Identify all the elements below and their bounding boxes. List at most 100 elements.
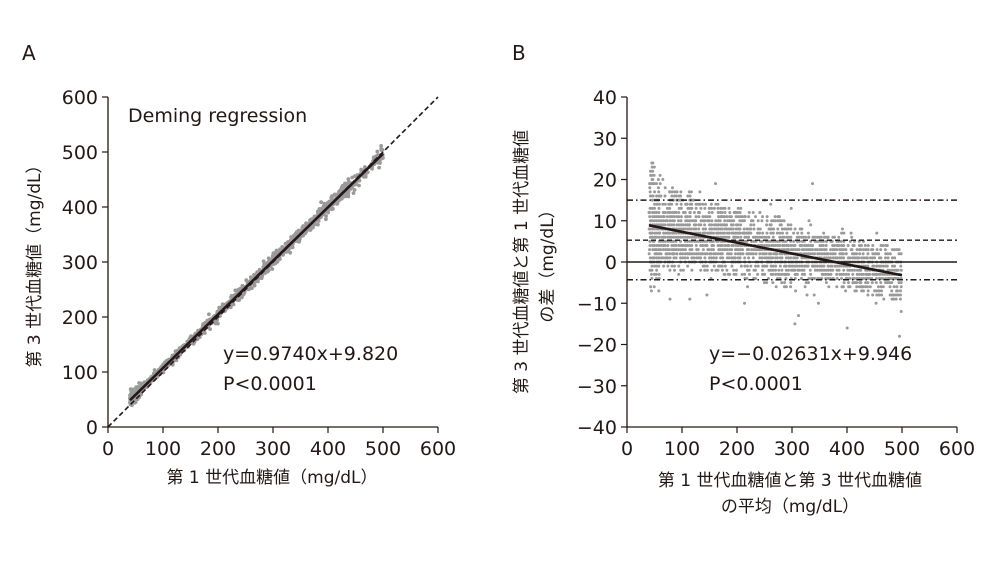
panel-b-point bbox=[661, 256, 665, 260]
panel-b-point bbox=[687, 190, 691, 194]
panel-b-point bbox=[731, 227, 735, 231]
panel-b-point bbox=[873, 252, 877, 256]
panel-b-point bbox=[723, 264, 727, 268]
panel-b-point bbox=[734, 272, 738, 276]
panel-b-point bbox=[899, 281, 903, 285]
panel-b-point bbox=[789, 223, 793, 227]
panel-b-point bbox=[765, 281, 769, 285]
panel-b-y-tick-label: −30 bbox=[577, 376, 617, 398]
panel-b-point bbox=[648, 194, 652, 198]
panel-b-point bbox=[813, 235, 817, 239]
panel-b-point bbox=[851, 281, 855, 285]
panel-b-point bbox=[792, 268, 796, 272]
panel-b-point bbox=[763, 244, 766, 247]
panel-b-point bbox=[661, 219, 665, 223]
panel-b-point bbox=[650, 206, 654, 210]
panel-b-point bbox=[719, 256, 723, 260]
panel-b-point bbox=[725, 248, 729, 252]
panel-b-point bbox=[826, 235, 830, 239]
panel-b-point bbox=[690, 219, 694, 223]
panel-b-point bbox=[668, 256, 672, 260]
panel-b-point bbox=[897, 252, 901, 256]
panel-b-point bbox=[804, 235, 808, 239]
panel-b-point bbox=[667, 202, 671, 206]
panel-b-point bbox=[670, 235, 674, 239]
panel-b-point bbox=[754, 252, 758, 256]
panel-b-point bbox=[648, 206, 652, 210]
panel-b-point bbox=[648, 215, 652, 219]
panel-b-point bbox=[657, 272, 661, 276]
panel-b-point bbox=[661, 248, 665, 252]
panel-b-point bbox=[758, 227, 762, 231]
panel-b-point bbox=[647, 252, 651, 256]
panel-b-point bbox=[696, 239, 700, 243]
panel-b-point bbox=[774, 268, 778, 272]
panel-b-point bbox=[807, 281, 810, 285]
panel-b-point bbox=[652, 219, 656, 223]
panel-b-point bbox=[758, 248, 762, 252]
panel-b-x-axis-label-line1: 第 1 世代血糖値と第 3 世代血糖値 bbox=[658, 471, 922, 491]
panel-b-y-axis-label-line2: の差（mg/dL） bbox=[538, 201, 558, 322]
panel-b-y-tick-label: 40 bbox=[593, 87, 617, 109]
panel-b-point bbox=[729, 227, 733, 231]
panel-b-point bbox=[688, 206, 692, 210]
panel-b-point bbox=[871, 293, 875, 297]
panel-b-point bbox=[795, 256, 799, 260]
panel-b-point bbox=[734, 231, 737, 235]
panel-b-point bbox=[659, 215, 663, 219]
panel-b-point bbox=[740, 215, 744, 219]
panel-b-point bbox=[767, 268, 771, 272]
panel-b-point bbox=[767, 227, 771, 231]
panel-b-point bbox=[841, 252, 845, 256]
panel-b-point bbox=[734, 215, 738, 219]
panel-b-point bbox=[712, 231, 715, 235]
panel-b-point bbox=[648, 186, 652, 190]
panel-b-point bbox=[734, 244, 738, 247]
panel-b-point bbox=[670, 211, 674, 214]
panel-b-point bbox=[880, 293, 884, 297]
panel-b-point bbox=[747, 252, 751, 256]
panel-b-point bbox=[849, 231, 853, 235]
panel-b-point bbox=[716, 223, 720, 227]
panel-b-point bbox=[781, 244, 785, 247]
panel-b-point bbox=[731, 223, 735, 227]
panel-b-point bbox=[747, 211, 751, 214]
panel-b-point bbox=[688, 235, 691, 239]
panel-b-point bbox=[675, 223, 679, 227]
panel-b-point bbox=[719, 206, 723, 210]
panel-b-point bbox=[665, 219, 669, 223]
panel-b-point bbox=[690, 202, 694, 206]
panel-b-point bbox=[677, 223, 681, 227]
panel-b-point bbox=[835, 272, 839, 276]
panel-a-point bbox=[261, 259, 266, 264]
panel-b-point bbox=[809, 223, 813, 227]
panel-b-point bbox=[842, 272, 846, 276]
panel-b-point bbox=[898, 334, 901, 338]
panel-b-point bbox=[650, 264, 654, 268]
panel-b-point bbox=[773, 215, 777, 219]
panel-b-y-axis-label-line1: 第 3 世代血糖値と第 1 世代血糖値 bbox=[512, 130, 532, 394]
panel-b-point bbox=[824, 244, 828, 247]
panel-b-point bbox=[793, 264, 797, 268]
panel-b-point bbox=[655, 264, 659, 268]
panel-b-point bbox=[670, 202, 674, 206]
panel-b-point bbox=[750, 248, 754, 252]
panel-b-point bbox=[675, 215, 679, 219]
panel-a-point bbox=[174, 358, 179, 363]
panel-b-point bbox=[692, 256, 696, 260]
panel-b-point bbox=[761, 268, 764, 272]
panel-b-x-tick-label: 0 bbox=[621, 438, 633, 460]
panel-b-point bbox=[887, 268, 891, 272]
panel-b-point bbox=[899, 310, 903, 313]
panel-b-point bbox=[848, 277, 852, 280]
panel-b-point bbox=[806, 264, 810, 268]
panel-b-point bbox=[855, 281, 859, 285]
panel-b-point bbox=[779, 223, 783, 227]
panel-a-x-tick-label: 0 bbox=[102, 438, 114, 460]
panel-b-point bbox=[734, 227, 738, 231]
panel-b-point bbox=[679, 256, 682, 260]
panel-b-point bbox=[658, 173, 662, 177]
panel-b-point bbox=[857, 256, 861, 260]
panel-b-point bbox=[829, 256, 833, 260]
panel-b-point bbox=[866, 244, 870, 247]
